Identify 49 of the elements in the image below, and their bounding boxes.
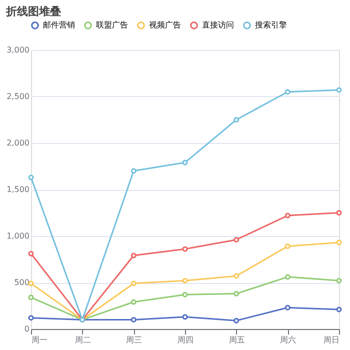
y-tick-label: 3,000 (6, 46, 30, 54)
legend-label: 直接访问 (202, 20, 234, 30)
point (182, 292, 188, 298)
x-tick-label: 周四 (178, 336, 194, 344)
x-tick-label: 周三 (126, 336, 142, 344)
point (28, 250, 34, 256)
x-tick-label: 周二 (74, 336, 91, 344)
point (182, 278, 188, 284)
point (130, 280, 136, 286)
chart-title: 折线图堆叠 (5, 5, 62, 18)
legend-label: 搜索引擎 (255, 20, 287, 30)
point (234, 273, 240, 279)
y-tick-label: 1,000 (6, 232, 30, 240)
point (130, 168, 136, 174)
point (28, 294, 34, 300)
point (28, 315, 34, 321)
point (130, 252, 136, 258)
point (336, 306, 342, 312)
point (284, 243, 290, 249)
point (284, 304, 290, 310)
point (130, 316, 136, 322)
point (234, 290, 240, 296)
y-tick-label: 0 (24, 324, 30, 334)
y-tick-label: 500 (14, 278, 30, 287)
point (336, 240, 342, 246)
x-tick-label: 周五 (228, 336, 245, 344)
point (336, 210, 342, 216)
point (182, 246, 188, 252)
point (182, 160, 188, 166)
y-tick-label: 2,500 (6, 92, 30, 101)
x-tick-label: 周六 (280, 336, 296, 344)
legend-label: 联盟广告 (96, 20, 128, 30)
point (130, 299, 136, 305)
point (284, 212, 290, 218)
point (284, 274, 290, 280)
point (336, 87, 342, 93)
legend-label: 视频广告 (149, 20, 181, 30)
y-tick-label: 1,500 (6, 185, 30, 194)
legend-label: 邮件营销 (43, 20, 75, 30)
point (284, 89, 290, 95)
point (182, 314, 188, 320)
x-tick-label: 周日 (324, 336, 340, 344)
point (234, 117, 240, 122)
point (234, 318, 240, 324)
point (336, 278, 342, 284)
point (28, 174, 34, 180)
point (234, 236, 240, 242)
x-tick-label: 周一 (32, 336, 48, 344)
y-tick-label: 2,000 (6, 138, 30, 148)
